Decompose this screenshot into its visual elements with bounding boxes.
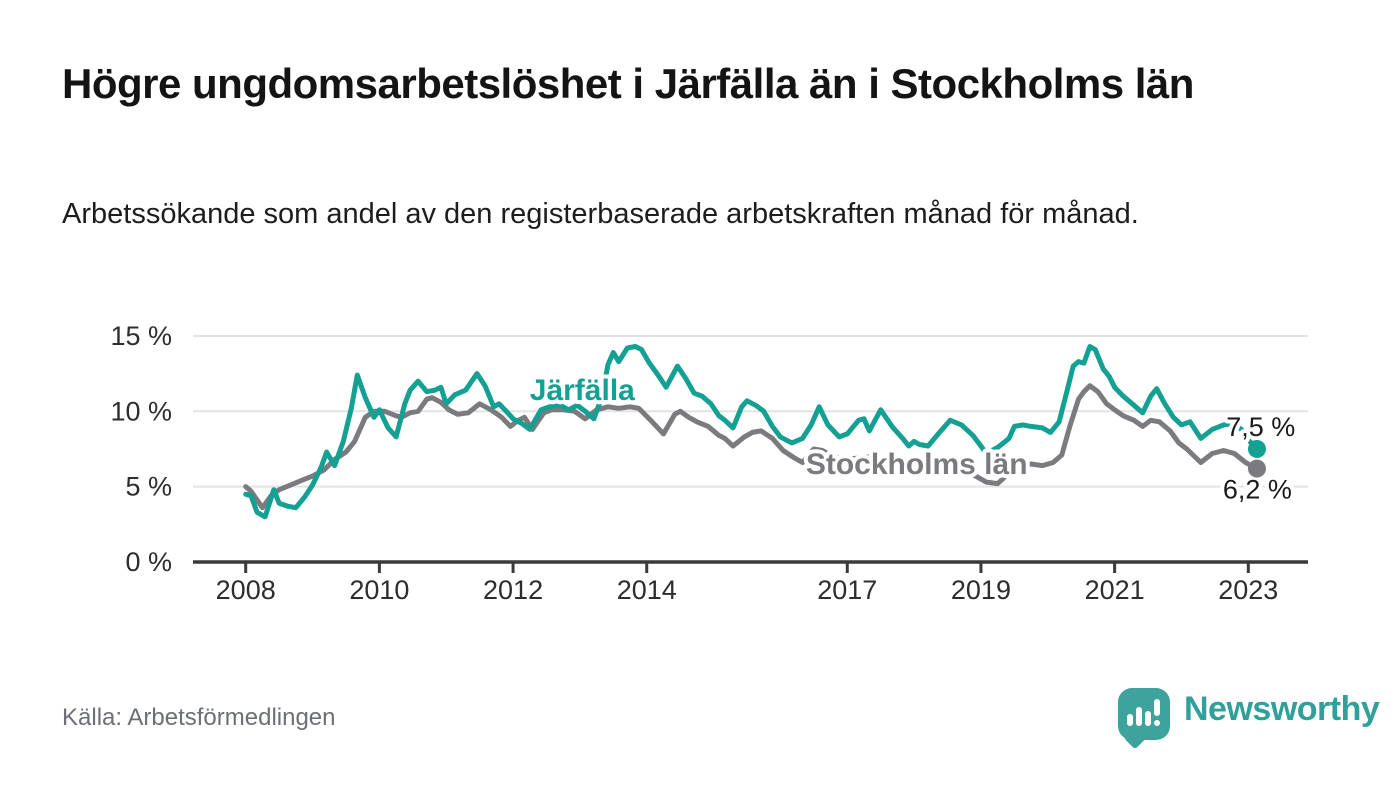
x-tick-label-2012: 2012 — [483, 575, 543, 605]
x-tick-label-2014: 2014 — [617, 575, 677, 605]
x-tick-label-2019: 2019 — [951, 575, 1011, 605]
x-tick-label-2021: 2021 — [1085, 575, 1145, 605]
annotation-7-5: 7,5 % — [1226, 412, 1295, 442]
source-note: Källa: Arbetsförmedlingen — [62, 704, 336, 731]
x-tick-label-2010: 2010 — [349, 575, 409, 605]
series-line-j-rf-lla — [243, 344, 1260, 520]
y-tick-label-10: 10 % — [110, 396, 172, 426]
newsworthy-bubble-icon — [1118, 688, 1170, 750]
series-endpoint-j-rf-lla — [1247, 439, 1266, 458]
page-title: Högre ungdomsarbetslöshet i Järfälla än … — [62, 60, 1194, 107]
x-tick-label-2008: 2008 — [216, 575, 276, 605]
bar-chart-icon — [1127, 714, 1133, 726]
y-tick-label-5: 5 % — [125, 472, 172, 502]
page-subtitle: Arbetssökande som andel av den registerb… — [62, 198, 1139, 230]
annotation-j-rf-lla: Järfälla — [530, 374, 635, 407]
newsworthy-logo: Newsworthy — [1118, 688, 1380, 750]
newsworthy-wordmark: Newsworthy — [1184, 690, 1380, 728]
annotation-6-2: 6,2 % — [1223, 475, 1292, 505]
exclamation-icon — [1154, 699, 1160, 716]
series-line-stockholms-l-n — [243, 383, 1260, 511]
series-endpoint-stockholms-l-n — [1247, 459, 1266, 478]
annotation-stockholms-l-n: Stockholms län — [806, 448, 1028, 481]
y-tick-label-0: 0 % — [125, 547, 172, 577]
y-tick-label-15: 15 % — [110, 321, 172, 351]
x-tick-label-2023: 2023 — [1218, 575, 1278, 605]
x-tick-label-2017: 2017 — [817, 575, 877, 605]
